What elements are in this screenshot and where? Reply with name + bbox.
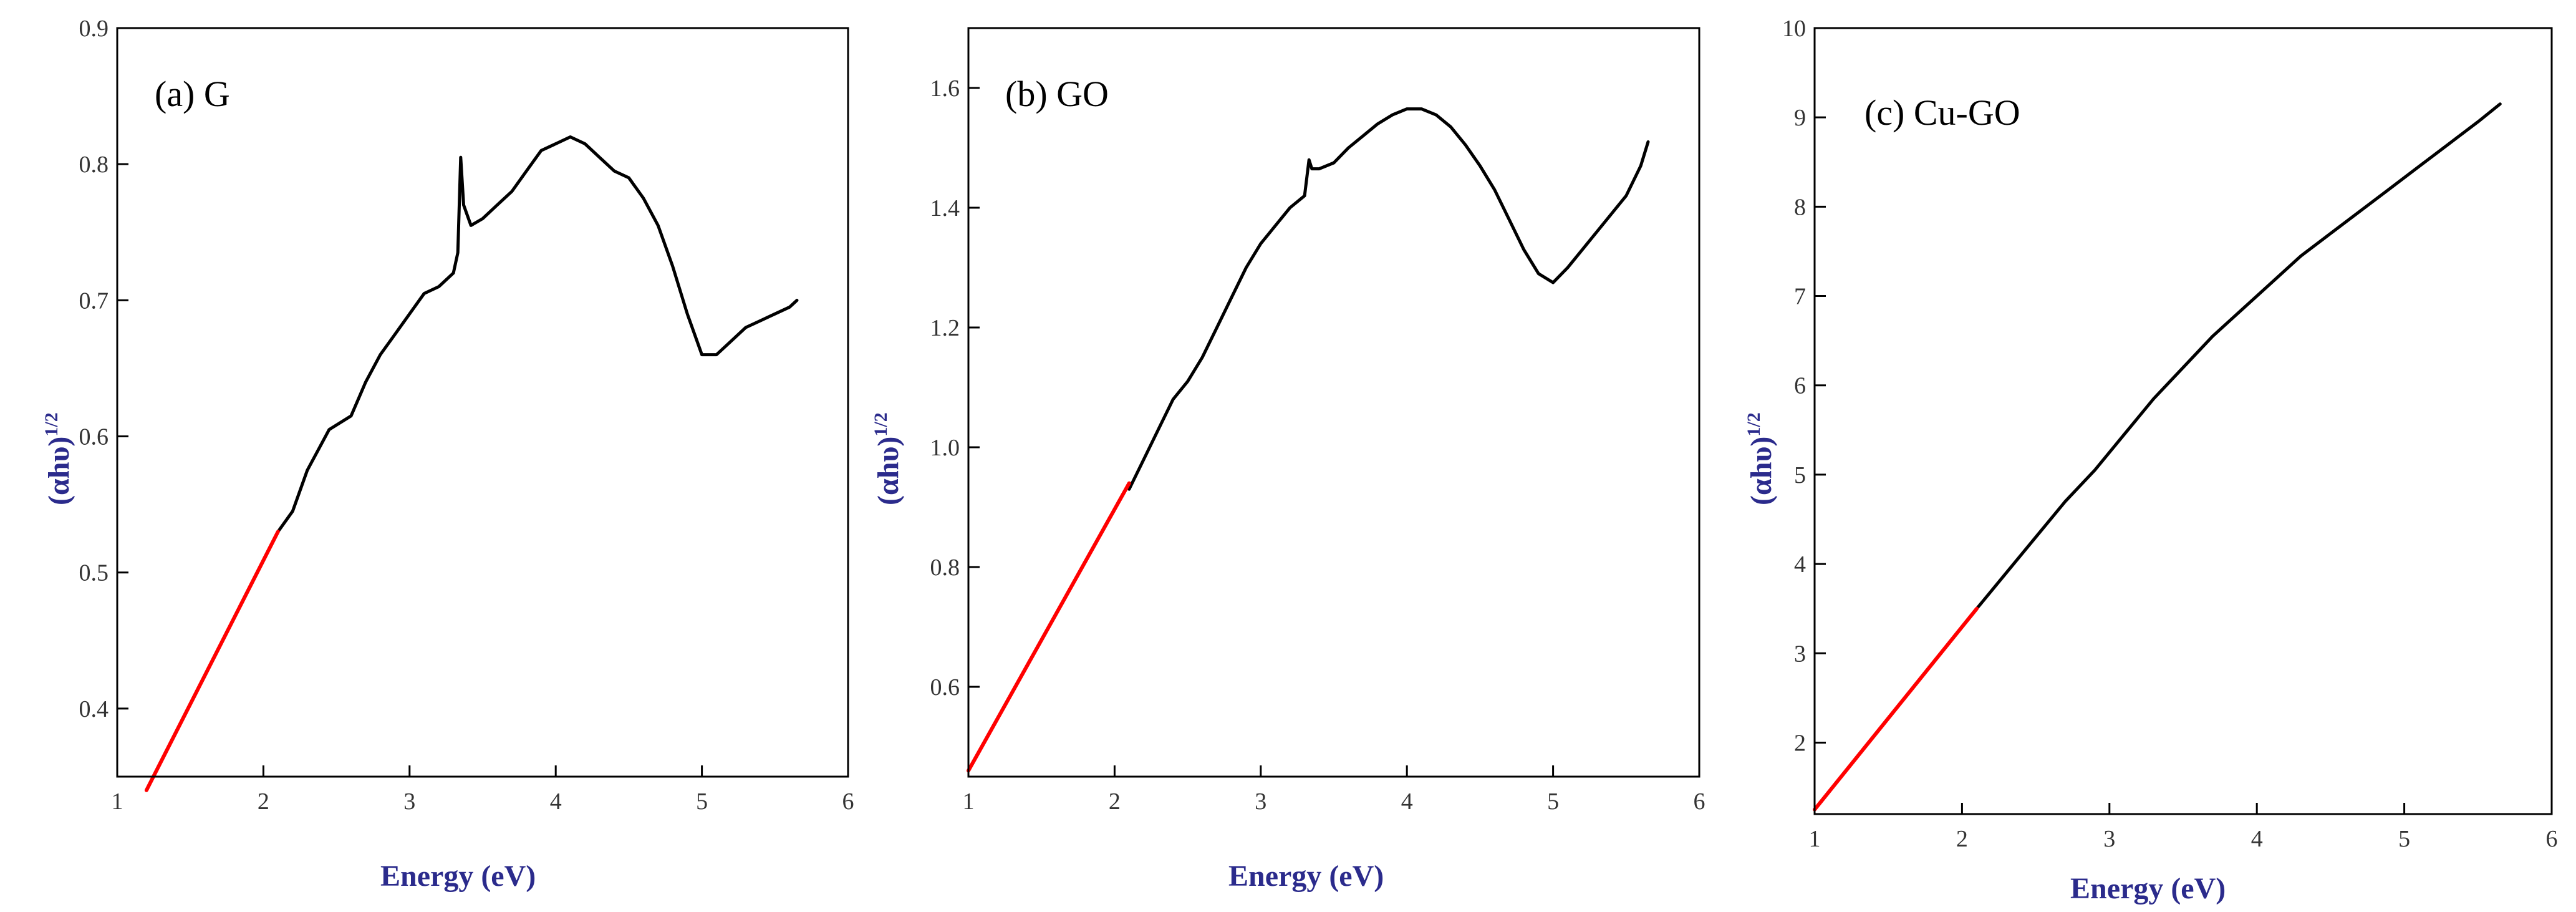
panel-c-x-tick-label: 2 [1956, 826, 1968, 852]
panel-b-fit-line [967, 481, 1131, 773]
panel-a-y-tick-label: 0.9 [79, 16, 109, 42]
panel-a-x-axis-title: Energy (eV) [380, 860, 536, 893]
panel-c-x-tick-label: 6 [2546, 826, 2558, 852]
panel-a-x-tick-label: 4 [550, 788, 562, 815]
panel-b-y-tick-label: 1.6 [930, 75, 960, 102]
panel-b-y-tick-label: 1.2 [930, 315, 960, 341]
panel-a-x-ticks: 1 2 3 4 5 6 [112, 765, 854, 815]
panel-c-y-label-base: (αhυ) [1745, 437, 1778, 505]
panel-c-y-tick-label: 9 [1794, 105, 1806, 131]
panel-b-y-axis-title: (αhυ)1/2 [871, 412, 905, 505]
panel-b-y-ticks: 0.6 0.8 1.0 1.2 1.4 1.6 [930, 75, 980, 701]
svg-text:(αhυ)1/2: (αhυ)1/2 [1744, 412, 1778, 505]
panel-b-y-tick-label: 0.8 [930, 555, 960, 581]
panel-c-y-axis-title: (αhυ)1/2 [1744, 412, 1778, 505]
panel-a-y-ticks: 0.4 0.5 0.6 0.7 0.8 0.9 [79, 16, 128, 722]
panel-c-y-ticks: 2 3 4 5 6 7 8 9 10 [1782, 16, 1826, 756]
panel-c-y-tick-label: 8 [1794, 194, 1806, 220]
panel-a-y-tick-label: 0.5 [79, 560, 109, 586]
panel-c-curves [1813, 102, 2502, 812]
panel-c-spectrum-line [1975, 102, 2502, 611]
panel-c-label: (c) Cu-GO [1864, 92, 2020, 133]
panel-b: (b) GO 0.6 0.8 1.0 1.2 1.4 1.6 1 2 3 4 5 6 Energy … [871, 27, 1705, 893]
panel-b-spectrum-line [1127, 107, 1650, 491]
panel-a-x-tick-label: 6 [842, 788, 854, 815]
panel-a-x-tick-label: 1 [112, 788, 123, 815]
panel-b-y-tick-label: 1.4 [930, 195, 960, 221]
panel-b-frame [967, 27, 1700, 778]
panel-a-y-axis-title: (αhυ)1/2 [41, 412, 75, 505]
panel-a-x-tick-label: 3 [403, 788, 415, 815]
panel-c-x-ticks: 1 2 3 4 5 6 [1809, 803, 2558, 852]
panel-c-x-axis-title: Energy (eV) [2070, 872, 2226, 905]
panel-b-x-tick-label: 1 [963, 788, 975, 815]
panel-a-y-label-exponent: 1/2 [41, 412, 62, 436]
panel-b-x-tick-label: 2 [1109, 788, 1121, 815]
panel-c-y-tick-label: 4 [1794, 551, 1806, 578]
panel-a-y-label-base: (αhυ) [42, 437, 75, 505]
panel-a-x-tick-label: 2 [258, 788, 269, 815]
panel-a-y-tick-label: 0.7 [79, 288, 109, 314]
panel-b-x-tick-label: 4 [1401, 788, 1413, 815]
panel-c-y-tick-label: 6 [1794, 373, 1806, 399]
svg-text:(αhυ)1/2: (αhυ)1/2 [41, 412, 75, 505]
panel-c-x-tick-label: 1 [1809, 826, 1821, 852]
panel-a-y-tick-label: 0.8 [79, 152, 109, 178]
panel-c-x-tick-label: 3 [2103, 826, 2115, 852]
panel-a-fit-line [144, 530, 280, 792]
panel-b-x-tick-label: 3 [1255, 788, 1266, 815]
panel-b-y-tick-label: 1.0 [930, 435, 960, 461]
panel-b-x-tick-label: 5 [1547, 788, 1559, 815]
panel-b-x-ticks: 1 2 3 4 5 6 [963, 765, 1705, 815]
panel-b-curves [967, 107, 1650, 773]
panel-c-y-tick-label: 5 [1794, 462, 1806, 488]
panel-b-x-tick-label: 6 [1694, 788, 1705, 815]
panel-c-x-tick-label: 5 [2398, 826, 2410, 852]
panel-b-y-label-exponent: 1/2 [871, 412, 891, 436]
panel-b-y-tick-label: 0.6 [930, 674, 960, 701]
panel-a-curves [144, 135, 799, 792]
panel-b-label: (b) GO [1005, 74, 1109, 114]
panel-a-y-tick-label: 0.4 [79, 696, 109, 722]
panel-c-y-tick-label: 10 [1782, 16, 1806, 42]
panel-c-y-label-exponent: 1/2 [1744, 412, 1764, 436]
panel-a-y-tick-label: 0.6 [79, 424, 109, 450]
svg-text:(αhυ)1/2: (αhυ)1/2 [871, 412, 905, 505]
panel-c-fit-line [1813, 606, 1979, 812]
panel-c-y-tick-label: 2 [1794, 730, 1806, 756]
panel-c-x-tick-label: 4 [2251, 826, 2263, 852]
panel-a-x-tick-label: 5 [696, 788, 708, 815]
panel-a-spectrum-line [276, 135, 799, 533]
panel-b-x-axis-title: Energy (eV) [1228, 860, 1384, 893]
panel-c-y-tick-label: 3 [1794, 641, 1806, 667]
panel-b-y-label-base: (αhυ) [872, 437, 905, 505]
panel-c-frame [1813, 27, 2553, 815]
panel-a-frame [116, 27, 849, 778]
panel-a: (a) G 0.4 0.5 0.6 0.7 0.8 0.9 1 2 3 4 5 6 Energy (… [41, 16, 854, 893]
panel-c-y-tick-label: 7 [1794, 284, 1806, 310]
panel-a-label: (a) G [155, 74, 230, 114]
